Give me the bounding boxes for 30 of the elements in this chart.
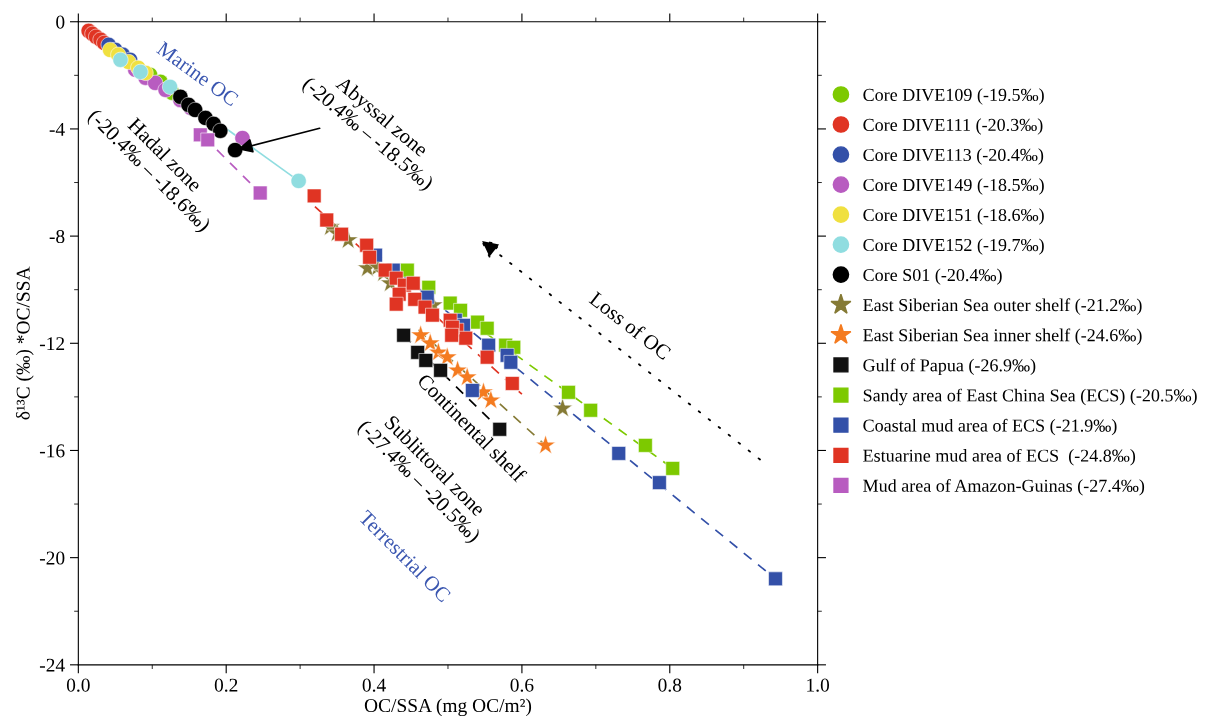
- legend-label: Core DIVE111 (-20.3‰): [863, 118, 1043, 135]
- x-tick-label: 1.0: [807, 678, 830, 692]
- legend-label: Core DIVE152 (-19.7‰): [863, 238, 1044, 255]
- x-tick-label: 0.6: [510, 678, 534, 692]
- x-tick-label: 0.2: [214, 678, 238, 692]
- y-tick-label: -16: [39, 444, 65, 458]
- y-tick-label: -12: [39, 337, 65, 351]
- y-axis-title: δ¹³C (‰) *OC/SSA: [15, 266, 34, 420]
- annotation: Loss of OC: [588, 290, 672, 361]
- legend-label: Mud area of Amazon-Guinas (-27.4‰): [863, 478, 1145, 496]
- y-tick-label: 0: [56, 15, 65, 29]
- x-tick-label: 0.0: [66, 678, 90, 692]
- legend-label: Core DIVE151 (-18.6‰): [863, 208, 1044, 225]
- legend-label: Sandy area of East China Sea (ECS) (-20.5‰): [863, 388, 1197, 406]
- legend-label: Core DIVE109 (-19.5‰): [863, 88, 1044, 105]
- x-tick-label: 0.8: [658, 678, 682, 692]
- y-tick-label: -8: [49, 229, 65, 244]
- legend-label: Estuarine mud area of ECS (-24.8‰): [863, 448, 1136, 466]
- y-tick-label: -20: [39, 551, 65, 565]
- legend-label: East Siberian Sea inner shelf (-24.6‰): [863, 328, 1142, 345]
- y-tick-label: -24: [39, 658, 65, 672]
- legend-label: East Siberian Sea outer shelf (-21.2‰): [863, 298, 1142, 315]
- x-tick-label: 0.4: [362, 678, 386, 692]
- y-tick-label: -4: [49, 122, 65, 136]
- legend-label: Core DIVE113 (-20.4‰): [863, 148, 1044, 165]
- legend-label: Core S01 (-20.4‰): [863, 268, 1002, 285]
- legend-label: Core DIVE149 (-18.5‰): [863, 178, 1044, 195]
- legend-label: Gulf of Papua (-26.9‰): [863, 358, 1036, 376]
- x-axis-title: OC/SSA (mg OC/m²): [364, 698, 532, 717]
- legend-label: Coastal mud area of ECS (-21.9‰): [863, 418, 1117, 436]
